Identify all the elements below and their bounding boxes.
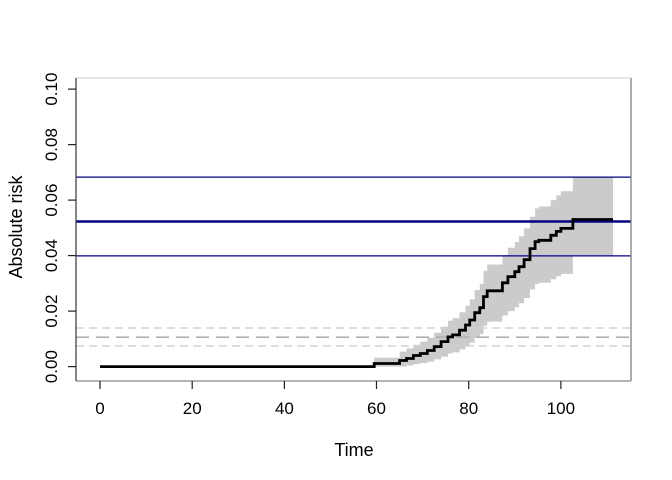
- y-tick-label: 0.10: [42, 73, 61, 106]
- confidence-band: [374, 177, 613, 367]
- y-axis-title: Absolute risk: [6, 174, 26, 278]
- y-tick-label: 0.06: [42, 184, 61, 217]
- absolute-risk-curve: [100, 218, 613, 369]
- x-tick-label: 100: [547, 399, 575, 418]
- risk-curve-layer: [100, 218, 613, 369]
- x-tick-label: 0: [95, 399, 104, 418]
- y-tick-label: 0.08: [42, 128, 61, 161]
- x-tick-label: 60: [367, 399, 386, 418]
- x-tick-label: 20: [183, 399, 202, 418]
- x-tick-label: 40: [275, 399, 294, 418]
- y-tick-label: 0.04: [42, 239, 61, 272]
- x-axis-title: Time: [334, 440, 373, 460]
- y-tick-label: 0.02: [42, 295, 61, 328]
- y-tick-label: 0.00: [42, 350, 61, 383]
- confidence-band-layer: [374, 177, 613, 367]
- reference-lines-layer: [76, 176, 631, 347]
- x-tick-label: 80: [459, 399, 478, 418]
- axes-layer: 0 20 40 60 80 100 0.00 0.02 0.04 0.06 0.08 0.10: [42, 73, 632, 418]
